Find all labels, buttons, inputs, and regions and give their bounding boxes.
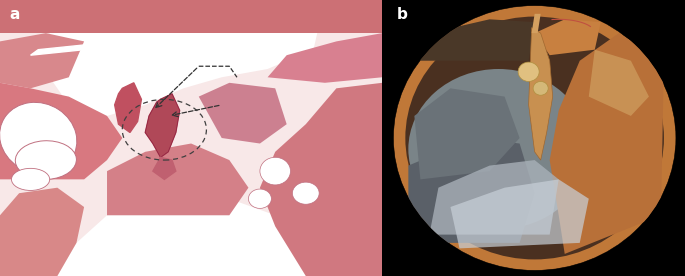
Polygon shape bbox=[58, 193, 306, 276]
Ellipse shape bbox=[12, 168, 50, 190]
Polygon shape bbox=[268, 33, 382, 83]
Ellipse shape bbox=[15, 141, 77, 179]
Ellipse shape bbox=[533, 81, 548, 95]
Text: b: b bbox=[397, 7, 407, 22]
Ellipse shape bbox=[408, 69, 589, 229]
Polygon shape bbox=[31, 44, 92, 55]
Ellipse shape bbox=[393, 6, 676, 270]
Ellipse shape bbox=[260, 157, 290, 185]
Polygon shape bbox=[145, 94, 179, 157]
Polygon shape bbox=[0, 33, 84, 88]
Polygon shape bbox=[534, 19, 601, 55]
Ellipse shape bbox=[249, 189, 271, 208]
Polygon shape bbox=[408, 138, 534, 243]
Polygon shape bbox=[50, 0, 325, 116]
Polygon shape bbox=[0, 188, 84, 276]
Polygon shape bbox=[414, 19, 534, 61]
Polygon shape bbox=[529, 28, 553, 160]
Polygon shape bbox=[0, 0, 382, 33]
Ellipse shape bbox=[406, 17, 664, 259]
Polygon shape bbox=[260, 83, 382, 276]
Polygon shape bbox=[0, 83, 123, 179]
Polygon shape bbox=[549, 33, 664, 254]
Polygon shape bbox=[429, 160, 559, 235]
Text: a: a bbox=[10, 7, 20, 22]
Polygon shape bbox=[153, 157, 176, 179]
Polygon shape bbox=[532, 14, 540, 33]
Ellipse shape bbox=[518, 62, 539, 81]
Ellipse shape bbox=[0, 102, 77, 174]
Polygon shape bbox=[414, 88, 520, 179]
Polygon shape bbox=[237, 226, 382, 276]
Polygon shape bbox=[114, 83, 141, 132]
Polygon shape bbox=[0, 97, 107, 179]
Polygon shape bbox=[107, 144, 249, 215]
Ellipse shape bbox=[292, 182, 319, 204]
Polygon shape bbox=[199, 83, 286, 144]
Polygon shape bbox=[589, 50, 649, 116]
Polygon shape bbox=[451, 179, 589, 248]
